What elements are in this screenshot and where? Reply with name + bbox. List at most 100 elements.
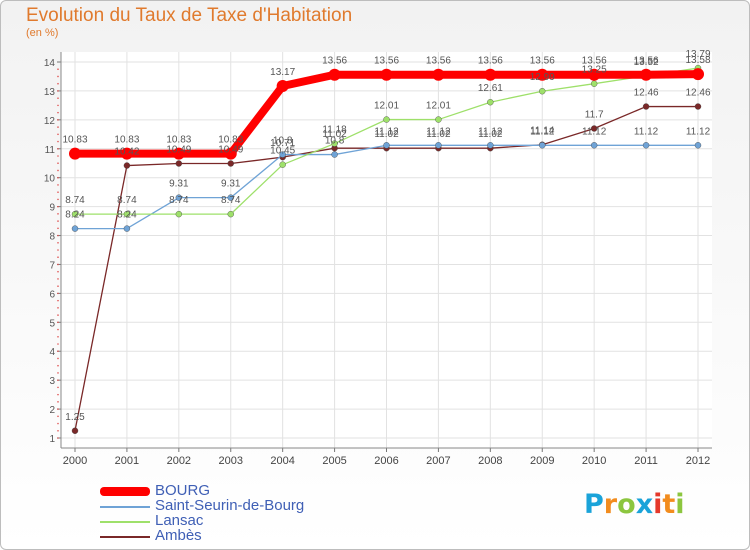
y-minor-tick (57, 292, 59, 295)
data-point (120, 147, 133, 160)
data-point (539, 88, 546, 95)
legend-label-ambes: Ambès (155, 527, 202, 544)
chart-title: Evolution du Taux de Taxe d'Habitation (26, 5, 353, 26)
data-label: 8.74 (169, 195, 189, 206)
x-tick-label: 2001 (115, 455, 139, 467)
data-point (694, 142, 702, 149)
data-point (692, 68, 704, 81)
data-point (123, 225, 131, 232)
data-label: 10.83 (166, 135, 191, 146)
data-label: 12.46 (634, 88, 659, 99)
data-label: 11.14 (530, 126, 555, 137)
legend-swatch-bourg (100, 487, 150, 496)
y-minor-tick (57, 184, 59, 186)
brand-letter: i (653, 489, 663, 520)
y-minor-tick (57, 314, 59, 316)
y-minor-tick (57, 386, 59, 389)
data-label: 10.49 (166, 145, 191, 156)
data-label: 13.58 (685, 55, 710, 66)
data-label: 13.56 (374, 56, 399, 67)
data-point (435, 142, 442, 149)
data-label: 12.01 (426, 101, 451, 112)
data-point (71, 427, 79, 434)
data-point (71, 225, 79, 232)
y-tick-label: 9 (49, 203, 55, 214)
brand-letter: x (635, 489, 654, 520)
y-minor-tick (57, 241, 59, 244)
data-point (380, 68, 393, 81)
y-tick-label: 2 (49, 405, 55, 416)
data-label: 11.12 (686, 126, 711, 137)
y-minor-tick (57, 176, 59, 179)
y-minor-tick (57, 328, 59, 331)
y-minor-tick (57, 256, 59, 259)
data-point (227, 194, 234, 201)
data-label: 10.49 (218, 145, 243, 156)
y-minor-tick (57, 263, 59, 266)
data-label: 1.25 (65, 412, 85, 423)
y-minor-tick (57, 140, 59, 143)
data-label: 12.01 (374, 101, 399, 112)
data-label: 13.56 (478, 56, 503, 67)
y-tick-label: 3 (49, 376, 55, 387)
data-point (588, 68, 601, 81)
y-minor-tick (57, 90, 59, 92)
data-label: 13.56 (322, 56, 347, 67)
data-label: 11.18 (322, 125, 347, 136)
data-point (590, 125, 598, 132)
legend-swatch-ambes (100, 536, 150, 538)
y-minor-tick (57, 249, 59, 251)
y-minor-tick (57, 270, 59, 273)
y-minor-tick (57, 162, 59, 165)
brand-logo: Proxiti (584, 489, 685, 520)
data-point (383, 116, 390, 123)
y-tick-label: 5 (49, 318, 55, 329)
data-label: 10.71 (270, 138, 295, 149)
data-point (383, 142, 390, 149)
data-point (694, 103, 702, 110)
data-point (487, 142, 494, 149)
data-point (175, 160, 183, 167)
data-label: 13.52 (634, 57, 659, 68)
data-label: 8.24 (117, 210, 137, 221)
data-point (276, 80, 289, 93)
data-point (175, 210, 183, 218)
data-label: 10.83 (114, 135, 139, 146)
data-point (539, 142, 546, 149)
y-minor-tick (57, 220, 59, 222)
data-point (642, 142, 650, 149)
y-tick-label: 7 (49, 260, 55, 271)
data-label: 8.24 (65, 210, 85, 221)
data-point (69, 147, 81, 160)
data-point (224, 147, 237, 160)
y-minor-tick (57, 422, 59, 425)
data-point (227, 160, 234, 167)
data-label: 11.12 (426, 126, 451, 137)
data-label: 11.02 (322, 129, 347, 140)
data-label: 11.12 (374, 126, 399, 137)
y-minor-tick (57, 104, 59, 107)
data-point (175, 194, 183, 201)
y-minor-tick (57, 278, 59, 280)
y-minor-tick (57, 299, 59, 302)
y-minor-tick (57, 191, 59, 193)
data-label: 13.56 (426, 56, 451, 67)
data-label: 13.17 (270, 67, 295, 78)
data-point (484, 68, 497, 81)
data-point (435, 116, 442, 123)
y-tick-label: 6 (49, 289, 55, 300)
data-label: 11.12 (530, 126, 555, 137)
data-label: 10.8 (325, 136, 345, 147)
data-point (328, 68, 341, 81)
x-tick-label: 2005 (322, 455, 346, 467)
brand-letter: t (662, 489, 676, 520)
y-minor-tick (57, 213, 59, 215)
data-point (331, 140, 338, 147)
x-tick-label: 2009 (530, 455, 554, 467)
y-minor-tick (57, 111, 59, 114)
data-point (642, 103, 650, 110)
y-tick-label: 14 (44, 58, 56, 69)
y-minor-tick (57, 126, 59, 128)
data-label: 13.56 (582, 56, 607, 67)
x-tick-label: 2003 (219, 455, 243, 467)
